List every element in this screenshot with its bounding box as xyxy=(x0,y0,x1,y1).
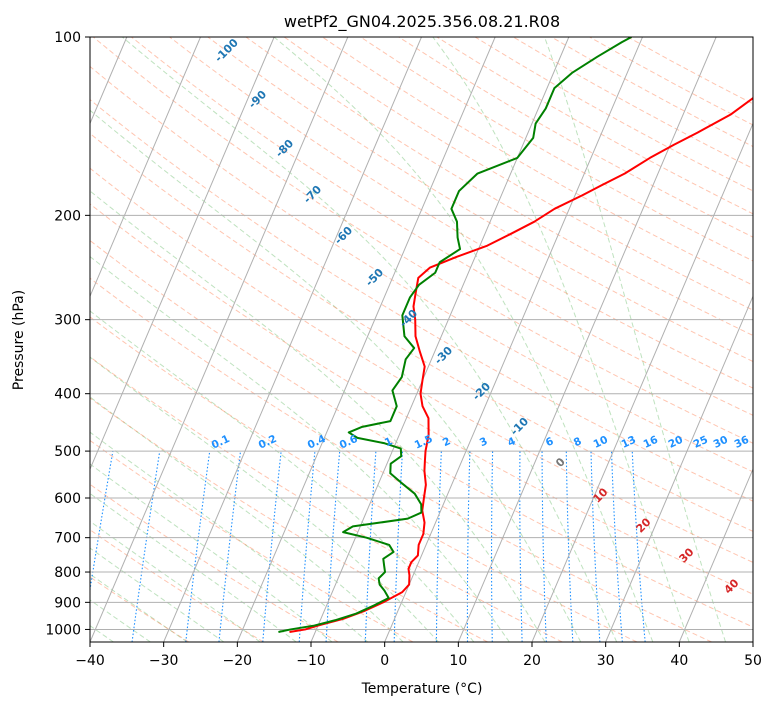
y-tick-label: 800 xyxy=(54,565,81,581)
mixing-ratio-label: 13 xyxy=(620,434,638,451)
isotherm-line xyxy=(90,37,201,298)
x-tick-label: −20 xyxy=(223,653,253,669)
x-tick-label: 20 xyxy=(523,653,541,669)
mixing-ratio-line xyxy=(565,451,574,642)
x-tick-label: 50 xyxy=(744,653,762,669)
moist-adiabat-line xyxy=(90,573,188,642)
mixing-ratio-line xyxy=(325,451,341,642)
dry-adiabat-line xyxy=(90,316,638,642)
y-axis-label: Pressure (hPa) xyxy=(11,290,27,390)
background-lines xyxy=(90,37,753,642)
moist-adiabat-line xyxy=(432,37,690,642)
dry-adiabat-line xyxy=(90,239,753,628)
x-tick-label: −40 xyxy=(75,653,105,669)
dry-adiabat-line xyxy=(90,397,488,642)
isotherm-line xyxy=(752,640,753,642)
y-tick-label: 900 xyxy=(54,595,81,611)
mixing-ratio-line xyxy=(393,451,404,642)
mixing-ratio-label: 20 xyxy=(667,434,685,451)
mixing-ratio-line xyxy=(298,451,316,642)
mixing-ratio-label: 2 xyxy=(441,435,453,449)
y-tick-label: 600 xyxy=(54,491,81,507)
moist-adiabat-line xyxy=(90,520,261,642)
y-tick-label: 1000 xyxy=(45,622,81,638)
x-tick-label: 10 xyxy=(449,653,467,669)
mixing-ratio-line xyxy=(590,451,601,642)
mixing-ratio-line xyxy=(541,451,547,642)
y-tick-label: 100 xyxy=(54,30,81,46)
dry-adiabat-line xyxy=(90,277,712,642)
x-axis-label: Temperature (°C) xyxy=(361,681,483,697)
y-tick-label: 500 xyxy=(54,444,81,460)
moist-adiabat-line xyxy=(90,547,225,642)
isotherm-line xyxy=(384,37,643,642)
dry-adiabat-line xyxy=(90,167,753,563)
moist-adiabat-line xyxy=(90,255,510,642)
mixing-ratio-label: 30 xyxy=(712,434,730,451)
x-tick-label: 40 xyxy=(670,653,688,669)
mixing-ratio-label: 4 xyxy=(506,435,518,449)
dry-adiabat-line xyxy=(90,98,753,502)
mixing-ratio-label: 1 xyxy=(383,435,395,449)
temperature-profile-line xyxy=(289,96,753,633)
y-tick-label: 300 xyxy=(54,313,81,329)
chart-title: wetPf2_GN04.2025.356.08.21.R08 xyxy=(284,12,560,32)
mixing-ratio-label: 8 xyxy=(572,435,584,449)
isotherm-line xyxy=(605,295,753,642)
mixing-ratio-label: 10 xyxy=(592,434,610,451)
mixing-ratio-label: 25 xyxy=(692,434,710,451)
isotherm-line xyxy=(90,37,349,642)
plot-frame xyxy=(89,36,754,643)
moist-adiabat-line xyxy=(90,310,475,642)
isotherm-line xyxy=(90,37,275,471)
dry-adiabat-line xyxy=(90,132,753,532)
mixing-ratio-label: 36 xyxy=(733,434,751,451)
dry-adiabat-line xyxy=(245,37,753,337)
moist-adiabat-line xyxy=(90,190,546,642)
dry-adiabat-line xyxy=(90,439,414,642)
mixing-ratio-line xyxy=(435,451,442,642)
mixing-ratio-label: 3 xyxy=(478,435,490,449)
mixing-ratio-line xyxy=(218,451,242,642)
y-tick-label: 700 xyxy=(54,531,81,547)
dry-adiabat-line xyxy=(169,37,753,389)
dry-adiabat-line xyxy=(207,37,753,363)
mixing-ratio-line xyxy=(364,451,377,642)
moist-adiabat-line xyxy=(90,356,439,642)
mixing-ratio-line xyxy=(519,451,523,642)
y-tick-label: 400 xyxy=(54,387,81,403)
axes: −40 −30 −20 −10 0 10 20 30 40 50 1000 900 800 700 600 5… xyxy=(45,30,762,669)
moist-adiabat-line xyxy=(273,37,654,642)
dry-adiabat-line xyxy=(90,203,753,595)
x-tick-label: 30 xyxy=(597,653,615,669)
isotherm-line xyxy=(678,467,753,642)
y-tick-label: 200 xyxy=(54,208,81,224)
moist-adiabat-line xyxy=(544,37,727,642)
isotherm-line xyxy=(457,37,717,642)
dry-adiabat-line xyxy=(90,356,563,642)
x-tick-label: 0 xyxy=(380,653,389,669)
moist-adiabat-line xyxy=(90,431,368,642)
mixing-ratio-line xyxy=(610,451,623,642)
x-tick-label: −10 xyxy=(296,653,326,669)
isotherm-line xyxy=(531,122,753,642)
isotherm-line xyxy=(236,37,496,642)
plot-background xyxy=(90,37,753,642)
mixing-ratio-label: 16 xyxy=(642,434,660,451)
dewpoint-profile-line xyxy=(278,37,632,633)
dry-adiabat-line xyxy=(131,37,753,416)
dry-adiabat-line xyxy=(90,529,264,642)
mixing-ratio-line xyxy=(262,451,282,642)
isotherm-line xyxy=(163,37,422,642)
mixing-ratio-line xyxy=(466,451,471,642)
isotherm-line xyxy=(310,37,570,642)
profile-series xyxy=(278,37,753,633)
grid-lines xyxy=(90,37,753,642)
moist-adiabat-line xyxy=(90,463,333,642)
x-tick-label: −30 xyxy=(149,653,179,669)
mixing-ratio-label: 6 xyxy=(544,435,556,449)
